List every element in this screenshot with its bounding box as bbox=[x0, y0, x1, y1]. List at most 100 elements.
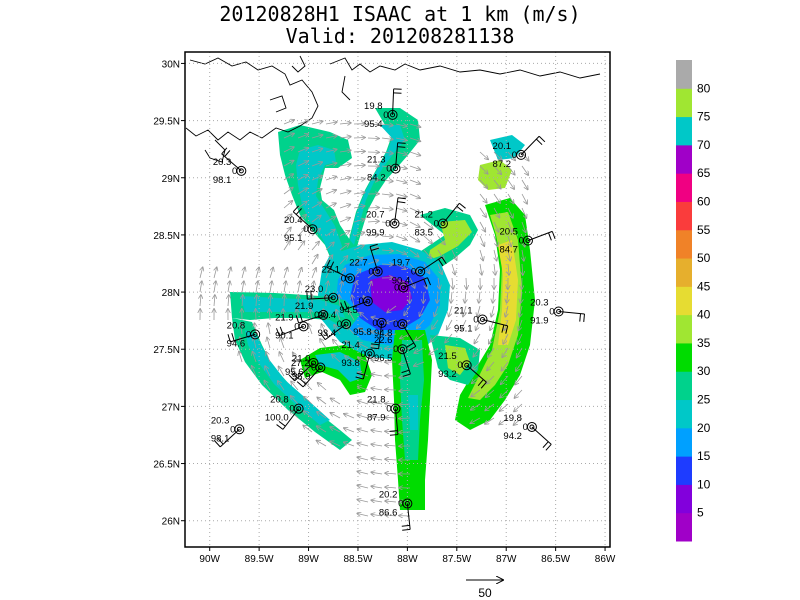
wind-vector bbox=[242, 267, 245, 279]
station-temperature-label: 22.7 bbox=[349, 257, 368, 268]
wind-vector bbox=[358, 343, 369, 349]
station-pressure-label: 95.4 bbox=[364, 119, 383, 130]
station-mid-label: 0 bbox=[311, 363, 316, 374]
station-mid-label: 0 bbox=[368, 266, 373, 277]
wind-vector bbox=[490, 319, 495, 330]
station-mid-label: 0 bbox=[341, 273, 346, 284]
wind-barb-flag bbox=[217, 437, 224, 445]
wind-vector bbox=[367, 235, 379, 236]
station-marker-inner bbox=[365, 298, 371, 304]
wind-vector bbox=[452, 277, 453, 289]
wind-vector bbox=[419, 305, 425, 316]
wind-vector bbox=[367, 248, 379, 250]
wind-vector bbox=[283, 147, 294, 153]
wind-barb-flag bbox=[536, 138, 543, 146]
wind-vector bbox=[514, 389, 523, 398]
wind-vector bbox=[297, 215, 306, 223]
wind-vector bbox=[430, 333, 439, 342]
station-mid-label: 0 bbox=[549, 307, 554, 318]
wind-vector bbox=[311, 242, 319, 251]
colorbar-label: 60 bbox=[697, 194, 711, 208]
wind-barb-flag bbox=[276, 328, 280, 336]
wind-vector bbox=[508, 249, 510, 261]
wind-vector bbox=[277, 395, 285, 405]
wind-barb-flag bbox=[538, 135, 546, 143]
wind-barb-flag bbox=[389, 434, 398, 436]
wind-vector bbox=[517, 333, 523, 344]
wind-vector bbox=[381, 264, 393, 265]
wind-vector bbox=[325, 229, 335, 237]
station-mid-label: 27.2 bbox=[291, 358, 310, 369]
wind-vector bbox=[344, 442, 355, 447]
wind-vector bbox=[385, 320, 397, 323]
wind-vector bbox=[474, 333, 481, 343]
wind-vector bbox=[345, 341, 355, 349]
wind-vector bbox=[357, 499, 369, 502]
station-mid-label: 0 bbox=[523, 422, 528, 433]
coastline bbox=[185, 55, 601, 163]
wind-vector bbox=[283, 133, 294, 139]
wind-vector bbox=[293, 352, 299, 363]
station-mid-label: 0 bbox=[359, 296, 364, 307]
wind-barb-flag bbox=[545, 444, 552, 451]
wind-vector bbox=[501, 361, 509, 371]
wind-vector bbox=[489, 333, 495, 344]
station-marker bbox=[362, 296, 373, 307]
station-marker-inner bbox=[417, 268, 423, 274]
station-marker-inner bbox=[480, 317, 485, 323]
wind-vector bbox=[486, 375, 495, 384]
wind-vector bbox=[353, 192, 365, 194]
wind-vector bbox=[270, 281, 272, 293]
wind-vector bbox=[423, 235, 432, 243]
dropsonde-station: 21.90 bbox=[295, 301, 329, 321]
station-marker-inner bbox=[399, 321, 405, 327]
station-pressure-label: 93.2 bbox=[438, 369, 457, 380]
wind-vector bbox=[479, 179, 487, 188]
wind-barb-flag bbox=[459, 202, 466, 209]
colorbar-label: 55 bbox=[697, 223, 711, 237]
wind-vector bbox=[239, 351, 243, 363]
station-marker-inner bbox=[236, 426, 242, 432]
wind-vector bbox=[395, 152, 407, 154]
station-marker bbox=[461, 360, 472, 371]
wind-vector bbox=[252, 352, 257, 363]
wind-vector bbox=[311, 215, 321, 223]
wind-vector bbox=[423, 249, 431, 258]
y-tick-label: 26.5N bbox=[153, 460, 180, 471]
wind-vector bbox=[325, 268, 331, 279]
wind-barb-flag bbox=[542, 441, 549, 448]
wind-barb-flag bbox=[456, 205, 464, 212]
wind-barb-flag bbox=[221, 147, 228, 155]
wind-barb-flag bbox=[408, 345, 417, 351]
wind-vector bbox=[493, 165, 501, 174]
wind-vector bbox=[494, 249, 497, 261]
station-pressure-label: 90.1 bbox=[275, 330, 294, 341]
wind-vector bbox=[242, 295, 243, 307]
wind-vector bbox=[325, 122, 337, 124]
wind-barb-flag bbox=[370, 347, 379, 350]
wind-vector bbox=[502, 347, 509, 357]
station-temperature-label: 20.3 bbox=[530, 298, 549, 309]
colorbar-swatch bbox=[676, 60, 692, 89]
wind-vector bbox=[325, 255, 333, 265]
wind-vector bbox=[334, 325, 341, 335]
wind-vector bbox=[472, 361, 481, 370]
wind-barb-flag bbox=[397, 142, 406, 144]
colorbar-swatch bbox=[676, 456, 692, 485]
station-mid-label: 0 bbox=[457, 360, 462, 371]
wind-vector bbox=[493, 235, 498, 246]
wind-barb-flag bbox=[389, 430, 398, 432]
station-pressure-label: 87.2 bbox=[493, 159, 512, 170]
station-mid-label: 0 bbox=[314, 310, 319, 321]
station-marker bbox=[372, 266, 383, 277]
wind-vector bbox=[415, 333, 425, 341]
wind-barb-flag bbox=[299, 313, 303, 322]
wind-vector bbox=[521, 291, 522, 303]
wind-vector bbox=[325, 136, 337, 138]
reference-vector: 50 bbox=[466, 580, 503, 600]
wind-vector bbox=[409, 179, 420, 184]
wind-vector bbox=[449, 305, 453, 316]
station-marker-inner bbox=[399, 346, 405, 352]
wind-swath bbox=[478, 160, 512, 190]
wind-barb-flag bbox=[279, 326, 284, 335]
